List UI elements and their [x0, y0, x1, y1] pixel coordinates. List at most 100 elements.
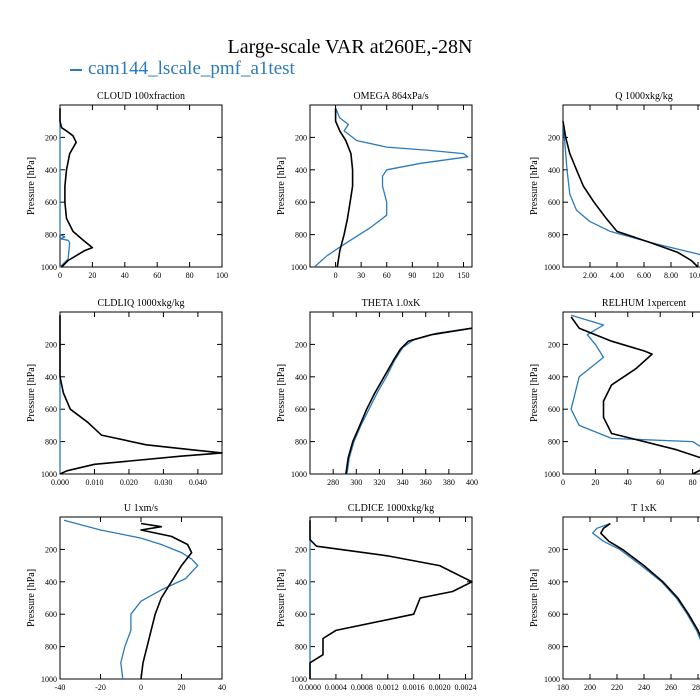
x-tick-label: 0: [334, 271, 338, 280]
chart-panel-2: OMEGA 864xPa/s Pressure [hPa] 200 400 600 800…: [276, 91, 473, 280]
x-tick-label: 0.0012: [377, 683, 399, 692]
y-tick-label: 200: [548, 133, 560, 142]
y-tick-label: 200: [295, 133, 307, 142]
y-tick-label: 800: [295, 438, 307, 447]
x-tick-label: 20: [88, 271, 96, 280]
x-tick-label: 40: [218, 683, 226, 692]
y-axis-label: Pressure [hPa]: [26, 364, 37, 422]
panel-title: CLDICE 1000xkg/kg: [348, 503, 434, 514]
series-line-reference: [599, 522, 700, 638]
x-tick-label: 30: [357, 271, 365, 280]
x-tick-label: 0.0020: [429, 683, 451, 692]
x-tick-label: 0.000: [51, 478, 69, 487]
panel-title: U 1xm/s: [124, 503, 158, 514]
series-line-reference: [140, 522, 193, 680]
y-tick-label: 800: [295, 231, 307, 240]
series-line-reference: [334, 108, 354, 268]
plot-frame: [59, 516, 223, 680]
series-line-reference: [570, 316, 700, 475]
legend-swatch: [70, 68, 82, 71]
series-line-test: [562, 121, 700, 256]
x-tick-label: 0.0024: [455, 683, 477, 692]
plot-frame: [562, 311, 700, 475]
y-tick-label: 600: [548, 405, 560, 414]
y-tick-label: 400: [548, 373, 560, 382]
x-tick-label: 400: [466, 478, 478, 487]
y-tick-label: 400: [548, 166, 560, 175]
y-axis-label: Pressure [hPa]: [529, 157, 540, 215]
panel-title: T 1xK: [631, 503, 657, 514]
plot-frame: [309, 516, 473, 680]
y-axis-label: Pressure [hPa]: [529, 569, 540, 627]
x-tick-label: -40: [55, 683, 66, 692]
x-tick-label: 300: [350, 478, 362, 487]
x-tick-label: 260: [665, 683, 677, 692]
y-tick-label: 800: [295, 643, 307, 652]
x-tick-label: 80: [689, 478, 697, 487]
plot-frame: [59, 104, 223, 268]
series-line-test: [63, 519, 199, 680]
y-tick-label: 1000: [291, 263, 307, 272]
x-tick-label: 320: [373, 478, 385, 487]
y-tick-label: 400: [45, 373, 57, 382]
x-tick-label: 60: [656, 478, 664, 487]
x-tick-label: 0.0004: [325, 683, 347, 692]
x-tick-label: 240: [638, 683, 650, 692]
y-tick-label: 800: [548, 231, 560, 240]
x-tick-label: 0.030: [154, 478, 172, 487]
x-tick-label: -20: [95, 683, 106, 692]
panel-title: OMEGA 864xPa/s: [353, 91, 428, 102]
y-tick-label: 200: [45, 545, 57, 554]
series-line-test: [313, 107, 469, 268]
plot-frame: [562, 516, 700, 680]
y-tick-label: 800: [45, 438, 57, 447]
y-axis-label: Pressure [hPa]: [529, 364, 540, 422]
x-tick-label: 180: [557, 683, 569, 692]
y-tick-label: 600: [548, 610, 560, 619]
plot-frame: [309, 104, 473, 268]
x-tick-label: 100: [216, 271, 228, 280]
x-tick-label: 10.00: [689, 271, 700, 280]
x-tick-label: 80: [186, 271, 194, 280]
y-tick-label: 1000: [291, 675, 307, 684]
y-tick-label: 1000: [291, 470, 307, 479]
x-tick-label: 20: [178, 683, 186, 692]
x-tick-label: 6.00: [637, 271, 651, 280]
y-tick-label: 600: [45, 610, 57, 619]
y-axis-label: Pressure [hPa]: [276, 157, 287, 215]
series-line-reference: [59, 108, 94, 268]
y-tick-label: 400: [45, 578, 57, 587]
y-tick-label: 800: [548, 438, 560, 447]
x-tick-label: 40: [624, 478, 632, 487]
plot-frame: [309, 311, 473, 475]
series-line-test: [346, 327, 473, 475]
x-tick-label: 0.0016: [403, 683, 425, 692]
y-tick-label: 600: [295, 405, 307, 414]
series-line-test: [570, 314, 700, 447]
x-tick-label: 8.00: [664, 271, 678, 280]
panel-title: Q 1000xkg/kg: [615, 91, 673, 102]
y-tick-label: 400: [295, 166, 307, 175]
y-tick-label: 1000: [41, 263, 57, 272]
chart-panel-8: CLDICE 1000xkg/kg Pressure [hPa] 200 400 600…: [276, 503, 477, 692]
y-axis-label: Pressure [hPa]: [26, 569, 37, 627]
series-line-test: [592, 522, 700, 641]
y-tick-label: 1000: [544, 263, 560, 272]
x-tick-label: 0.040: [189, 478, 207, 487]
series-line-reference: [562, 121, 699, 268]
x-tick-label: 0: [139, 683, 143, 692]
x-tick-label: 150: [457, 271, 469, 280]
y-tick-label: 600: [295, 198, 307, 207]
x-tick-label: 280: [327, 478, 339, 487]
x-tick-label: 0.0000: [299, 683, 321, 692]
x-tick-label: 200: [584, 683, 596, 692]
panel-title: CLDLIQ 1000xkg/kg: [98, 298, 185, 309]
x-tick-label: 0: [561, 478, 565, 487]
y-tick-label: 1000: [544, 675, 560, 684]
figure-title: Large-scale VAR at260E,-28N: [227, 36, 473, 58]
y-tick-label: 200: [295, 340, 307, 349]
series-line-reference: [345, 327, 473, 475]
